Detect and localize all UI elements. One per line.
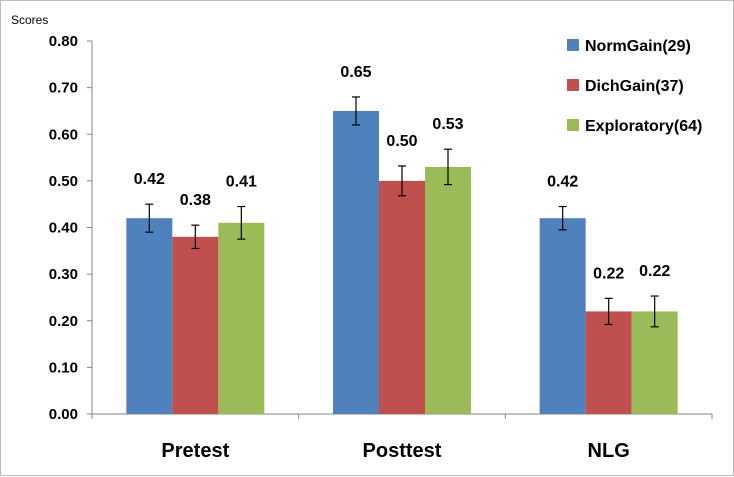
y-tick-label: 0.10: [49, 359, 78, 376]
data-label: 0.41: [226, 174, 257, 191]
category-labels: Pretest Posttest NLG: [91, 414, 713, 462]
bar: [218, 222, 265, 414]
bar: [172, 236, 219, 414]
y-ticks: 0.00 0.10 0.20 0.30 0.40 0.50 0.60 0.70 0.80: [49, 33, 92, 423]
bar: [126, 218, 173, 414]
y-tick-label: 0.50: [49, 173, 78, 190]
y-tick-label: 0.20: [49, 313, 78, 330]
data-label: 0.65: [340, 64, 371, 81]
data-label: 0.42: [547, 174, 578, 191]
category-label: NLG: [588, 440, 630, 462]
bar: [379, 180, 425, 414]
data-label: 0.50: [386, 133, 417, 150]
y-axis-label: Scores: [11, 13, 48, 27]
y-tick-label: 0.60: [49, 126, 78, 143]
error-bars: [145, 96, 659, 328]
legend-swatch: [567, 79, 579, 91]
category-label: Pretest: [161, 440, 229, 462]
y-tick-label: 0.40: [49, 220, 78, 237]
y-tick-label: 0.30: [49, 266, 78, 283]
legend-swatch: [567, 39, 579, 51]
bars: [126, 110, 678, 414]
category-label: Posttest: [363, 440, 442, 462]
bar: [585, 311, 632, 414]
data-label: 0.22: [639, 263, 670, 280]
legend-label: DichGain(37): [585, 78, 684, 95]
y-tick-label: 0.70: [49, 80, 78, 97]
bar: [333, 110, 379, 414]
legend-label: Exploratory(64): [585, 118, 702, 135]
data-label: 0.38: [180, 192, 211, 209]
data-labels: 0.42 0.38 0.41 0.65 0.50 0.53 0.42 0.22 0.22: [134, 64, 671, 282]
legend: NormGain(29) DichGain(37) Exploratory(64): [567, 38, 702, 135]
bar: [425, 166, 471, 414]
data-label: 0.22: [593, 265, 624, 282]
y-tick-label: 0.00: [49, 406, 78, 423]
bar: [631, 311, 678, 414]
bar: [539, 218, 586, 414]
legend-swatch: [567, 119, 579, 131]
data-label: 0.53: [432, 116, 463, 133]
y-tick-label: 0.80: [49, 33, 78, 50]
legend-label: NormGain(29): [585, 38, 691, 55]
data-label: 0.42: [134, 171, 165, 188]
